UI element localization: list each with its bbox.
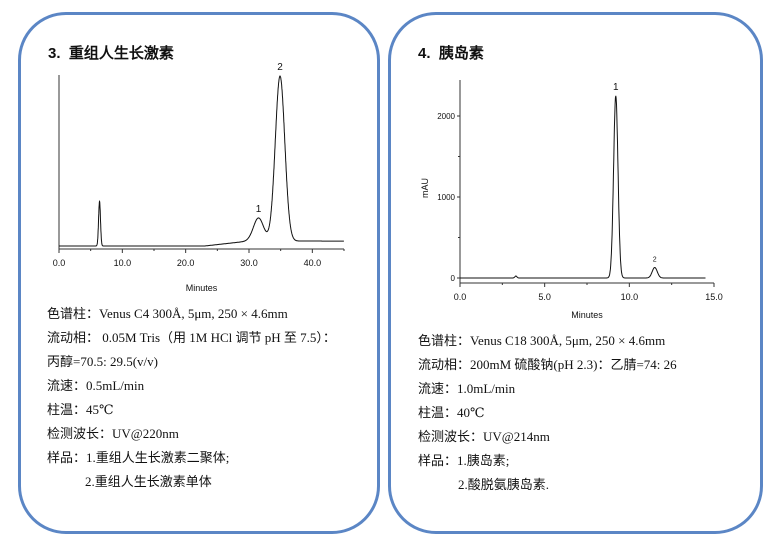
panel-title-text: 胰岛素 bbox=[438, 45, 484, 62]
panel-insulin bbox=[388, 12, 763, 534]
panel-title-text: 重组人生长激素 bbox=[68, 45, 174, 62]
spec-line: 2.酸脱氨胰岛素. bbox=[458, 477, 550, 492]
panel-number: 4. bbox=[418, 45, 431, 62]
panel-number: 3. bbox=[48, 45, 61, 62]
spec-line: 样品：1.胰岛素; bbox=[418, 453, 510, 468]
y-tick-label: 0 bbox=[451, 274, 456, 283]
peak-label: 2 bbox=[277, 62, 283, 73]
y-tick-label: 1000 bbox=[437, 193, 455, 202]
x-tick-label: 20.0 bbox=[177, 258, 195, 268]
y-axis-label: mAU bbox=[420, 178, 430, 198]
spec-line: 柱温：40℃ bbox=[418, 405, 485, 420]
spec-line: 检测波长：UV@214nm bbox=[418, 429, 550, 444]
spec-line: 流动相：200mM 硫酸钠(pH 2.3)：乙腈=74: 26 bbox=[418, 357, 677, 372]
panel-title: 3. 重组人生长激素 bbox=[48, 42, 174, 63]
x-axis-label: Minutes bbox=[571, 310, 603, 320]
spec-line: 柱温：45℃ bbox=[47, 402, 114, 417]
x-tick-label: 40.0 bbox=[304, 258, 322, 268]
y-tick-label: 2000 bbox=[437, 112, 455, 121]
spec-line: 丙醇=70.5: 29.5(v/v) bbox=[47, 354, 158, 369]
chromatogram-trace bbox=[460, 95, 706, 279]
panel-title: 4. 胰岛素 bbox=[418, 42, 484, 63]
spec-line: 流速：0.5mL/min bbox=[47, 378, 145, 393]
chromatogram-trace bbox=[59, 75, 344, 247]
x-tick-label: 0.0 bbox=[454, 292, 467, 302]
x-axis-label: Minutes bbox=[186, 283, 218, 293]
x-tick-label: 10.0 bbox=[621, 292, 639, 302]
spec-line: 色谱柱：Venus C18 300Å, 5μm, 250 × 4.6mm bbox=[418, 333, 666, 348]
x-tick-label: 10.0 bbox=[114, 258, 132, 268]
spec-line: 色谱柱：Venus C4 300Å, 5μm, 250 × 4.6mm bbox=[47, 306, 288, 321]
spec-line: 流速：1.0mL/min bbox=[418, 381, 516, 396]
peak-label: 1 bbox=[256, 204, 262, 215]
panel-growth-hormone bbox=[18, 12, 380, 534]
x-tick-label: 0.0 bbox=[53, 258, 66, 268]
x-tick-label: 5.0 bbox=[538, 292, 551, 302]
x-tick-label: 30.0 bbox=[240, 258, 258, 268]
spec-line: 2.重组人生长激素单体 bbox=[85, 474, 212, 489]
x-tick-label: 15.0 bbox=[705, 292, 723, 302]
spec-line: 检测波长：UV@220nm bbox=[47, 426, 179, 441]
spec-line: 流动相： 0.05M Tris（用 1M HCl 调节 pH 至 7.5）： bbox=[47, 330, 336, 345]
spec-line: 样品：1.重组人生长激素二聚体; bbox=[47, 450, 230, 465]
peak-label: 1 bbox=[613, 82, 619, 93]
peak-label: 2 bbox=[653, 256, 657, 263]
